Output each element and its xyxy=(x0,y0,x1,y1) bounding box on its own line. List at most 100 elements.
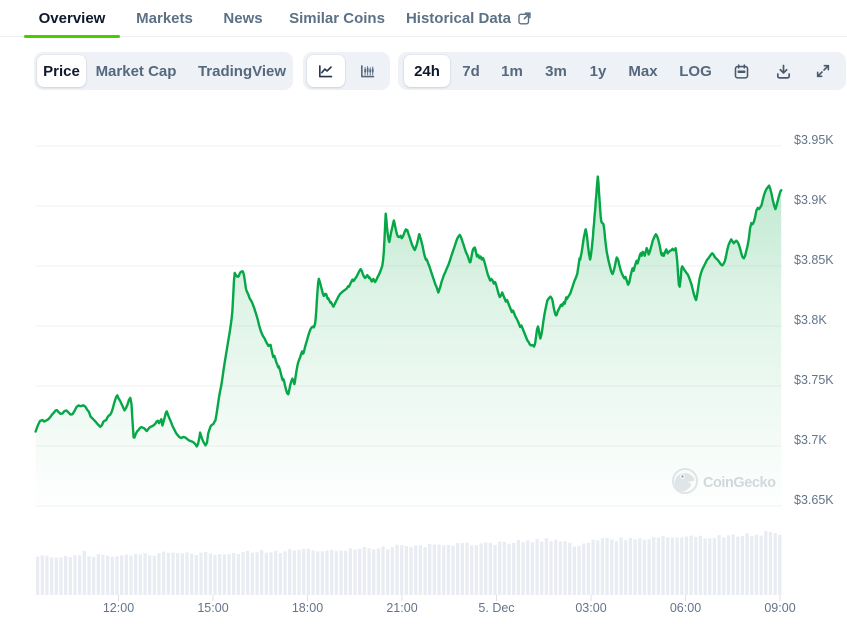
expand-icon xyxy=(815,63,831,79)
market-cap-view-button[interactable]: Market Cap xyxy=(76,52,196,90)
download-button[interactable] xyxy=(765,52,803,90)
volume-bar xyxy=(521,541,525,595)
volume-bar xyxy=(106,555,110,595)
volume-bar xyxy=(745,533,749,595)
volume-bar xyxy=(400,545,404,595)
volume-bar xyxy=(516,540,521,595)
button-label: 3m xyxy=(545,62,567,80)
volume-bar xyxy=(694,536,698,595)
tab-news[interactable]: News xyxy=(209,0,277,36)
tab-similar-coins[interactable]: Similar Coins xyxy=(279,0,395,36)
x-axis-label: 15:00 xyxy=(197,601,228,615)
icon-svg xyxy=(816,64,829,78)
tab-overview[interactable]: Overview xyxy=(24,0,120,38)
volume-bar xyxy=(652,536,656,596)
volume-bar xyxy=(110,556,114,595)
volume-bar xyxy=(344,550,348,595)
tab-markets[interactable]: Markets xyxy=(122,0,207,36)
range-log-button[interactable]: LOG xyxy=(666,52,726,90)
icon-svg xyxy=(518,11,531,24)
volume-bar xyxy=(628,537,633,595)
icon-svg xyxy=(734,63,749,79)
x-axis-label: 06:00 xyxy=(670,601,701,615)
volume-bar xyxy=(647,539,651,595)
volume-bar xyxy=(134,553,138,595)
volume-bar xyxy=(605,538,609,595)
volume-bar xyxy=(241,551,245,595)
volume-bar xyxy=(404,546,409,595)
calendar-button[interactable] xyxy=(723,52,761,90)
volume-bar xyxy=(120,555,124,595)
x-axis-label: 12:00 xyxy=(103,601,134,615)
button-label: 1m xyxy=(501,62,523,80)
tab-label: Overview xyxy=(38,9,106,27)
volume-bar xyxy=(386,549,390,595)
volume-bar xyxy=(554,539,558,595)
icon-svg xyxy=(776,64,791,79)
y-axis-label: $3.8K xyxy=(794,313,827,327)
volume-bar xyxy=(68,557,72,595)
icon-shape xyxy=(363,68,366,72)
price-line xyxy=(34,175,783,448)
volume-bar xyxy=(600,538,605,595)
chart-toolbar: Price Market Cap TradingView 24h 7d 1m 3m 1y Max… xyxy=(0,46,847,96)
volume-bar xyxy=(484,542,488,595)
volume-bar xyxy=(423,547,427,596)
icon-shape xyxy=(364,65,373,75)
volume-bar xyxy=(563,541,567,595)
volume-bar xyxy=(736,536,740,595)
volume-bar xyxy=(269,552,273,595)
volume-bar xyxy=(661,536,665,595)
volume-bar xyxy=(689,535,693,595)
volume-bar xyxy=(372,549,376,595)
volume-bar xyxy=(726,535,731,595)
icon-shape xyxy=(368,68,371,72)
expand-button[interactable] xyxy=(804,52,842,90)
volume-bar xyxy=(544,538,549,595)
range-7d-button[interactable]: 7d xyxy=(441,52,501,90)
volume-bar xyxy=(176,553,180,596)
volume-bar xyxy=(162,551,166,595)
volume-bar xyxy=(353,549,357,595)
volume-bar xyxy=(143,553,147,596)
x-axis-label: 18:00 xyxy=(292,601,323,615)
volume-bar xyxy=(535,539,539,595)
range-max-button[interactable]: Max xyxy=(613,52,673,90)
volume-bar xyxy=(512,542,516,595)
candlestick-chart-type-button[interactable] xyxy=(348,52,386,90)
icon-shape xyxy=(822,64,829,71)
volume-bar xyxy=(199,552,203,595)
price-view-button[interactable]: Price xyxy=(37,55,86,87)
volume-bar xyxy=(470,545,474,595)
range-1m-button[interactable]: 1m xyxy=(482,52,542,90)
range-24h-button[interactable]: 24h xyxy=(404,55,450,87)
volume-bar xyxy=(264,552,269,595)
icon-shape xyxy=(734,65,749,79)
volume-bar xyxy=(157,553,161,596)
volume-bar xyxy=(488,542,493,595)
tab-label: News xyxy=(223,9,263,27)
volume-bar xyxy=(232,552,236,595)
tradingview-view-button[interactable]: TradingView xyxy=(182,52,302,90)
tab-historical-data[interactable]: Historical Data xyxy=(397,0,541,36)
tab-label: Similar Coins xyxy=(289,9,385,27)
tab-label: Historical Data xyxy=(405,9,512,27)
tab-label: Markets xyxy=(136,9,193,27)
line-chart-type-button[interactable] xyxy=(306,55,345,87)
volume-bar xyxy=(96,554,100,595)
volume-bar xyxy=(288,548,292,595)
chart-view-switcher: Price Market Cap TradingView xyxy=(34,52,293,90)
range-1y-button[interactable]: 1y xyxy=(568,52,628,90)
volume-bar xyxy=(59,557,63,595)
volume-bar xyxy=(582,543,586,595)
volume-bar xyxy=(367,548,371,595)
volume-bar xyxy=(572,546,577,595)
range-3m-button[interactable]: 3m xyxy=(526,52,586,90)
volume-bar xyxy=(283,551,287,595)
volume-bar xyxy=(316,551,320,595)
volume-bar xyxy=(330,549,334,595)
volume-bar xyxy=(530,542,535,595)
price-chart[interactable]: $3.95K $3.9K $3.85K $3.8K $3.75K $3.7K $3.65K 1… xyxy=(0,96,847,634)
volume-bar xyxy=(36,556,40,595)
volume-bar xyxy=(540,541,544,595)
